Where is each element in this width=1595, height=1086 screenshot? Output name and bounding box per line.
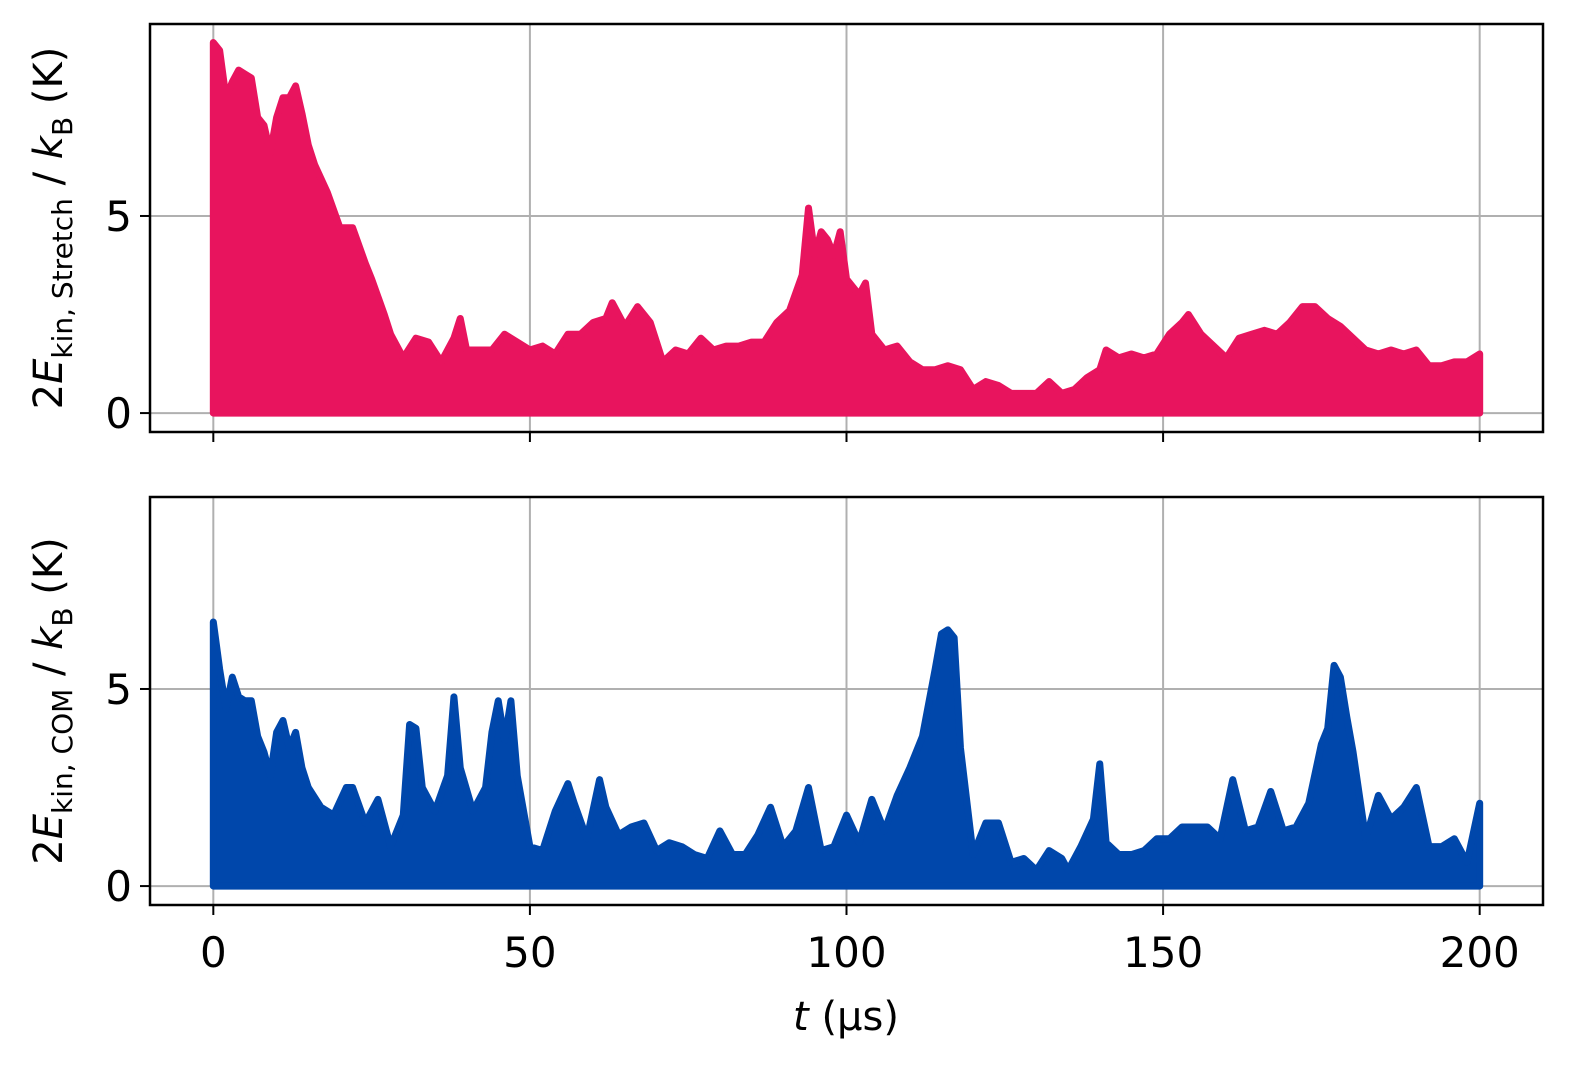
label-part: (μs) bbox=[809, 994, 899, 1040]
label-part: B bbox=[46, 607, 79, 626]
label-part: / bbox=[26, 650, 72, 689]
axes-frame bbox=[148, 495, 1545, 907]
y-tick-label: 0 bbox=[105, 389, 132, 438]
axes-frame bbox=[148, 22, 1545, 434]
signal-area bbox=[209, 39, 1484, 417]
label-part: k bbox=[26, 625, 72, 650]
x-axis-label: t (μs) bbox=[793, 994, 899, 1040]
x-tick-label: 150 bbox=[1123, 928, 1203, 977]
label-part: 2 bbox=[26, 839, 72, 864]
y-tick-label: 5 bbox=[105, 665, 132, 714]
label-part: k bbox=[26, 134, 72, 159]
label-part: E bbox=[26, 813, 72, 839]
label-part: / bbox=[26, 159, 72, 198]
y-axis-label: 2Ekin, Stretch / kB (K) bbox=[26, 47, 79, 410]
label-part: kin, COM bbox=[46, 689, 79, 814]
label-part: kin, Stretch bbox=[46, 198, 79, 359]
label-part: E bbox=[26, 358, 72, 384]
label-part: 2 bbox=[26, 384, 72, 409]
x-tick-label: 200 bbox=[1440, 928, 1520, 977]
y-tick-label: 0 bbox=[105, 862, 132, 911]
y-axis-label: 2Ekin, COM / kB (K) bbox=[26, 537, 79, 864]
x-tick-label: 0 bbox=[200, 928, 227, 977]
y-tick-label: 5 bbox=[105, 192, 132, 241]
x-tick-label: 50 bbox=[503, 928, 556, 977]
label-part: t bbox=[793, 994, 810, 1040]
x-tick-label: 100 bbox=[806, 928, 886, 977]
label-part: (K) bbox=[26, 47, 72, 117]
label-part: (K) bbox=[26, 537, 72, 607]
signal-area bbox=[209, 618, 1484, 890]
label-part: B bbox=[46, 117, 79, 136]
